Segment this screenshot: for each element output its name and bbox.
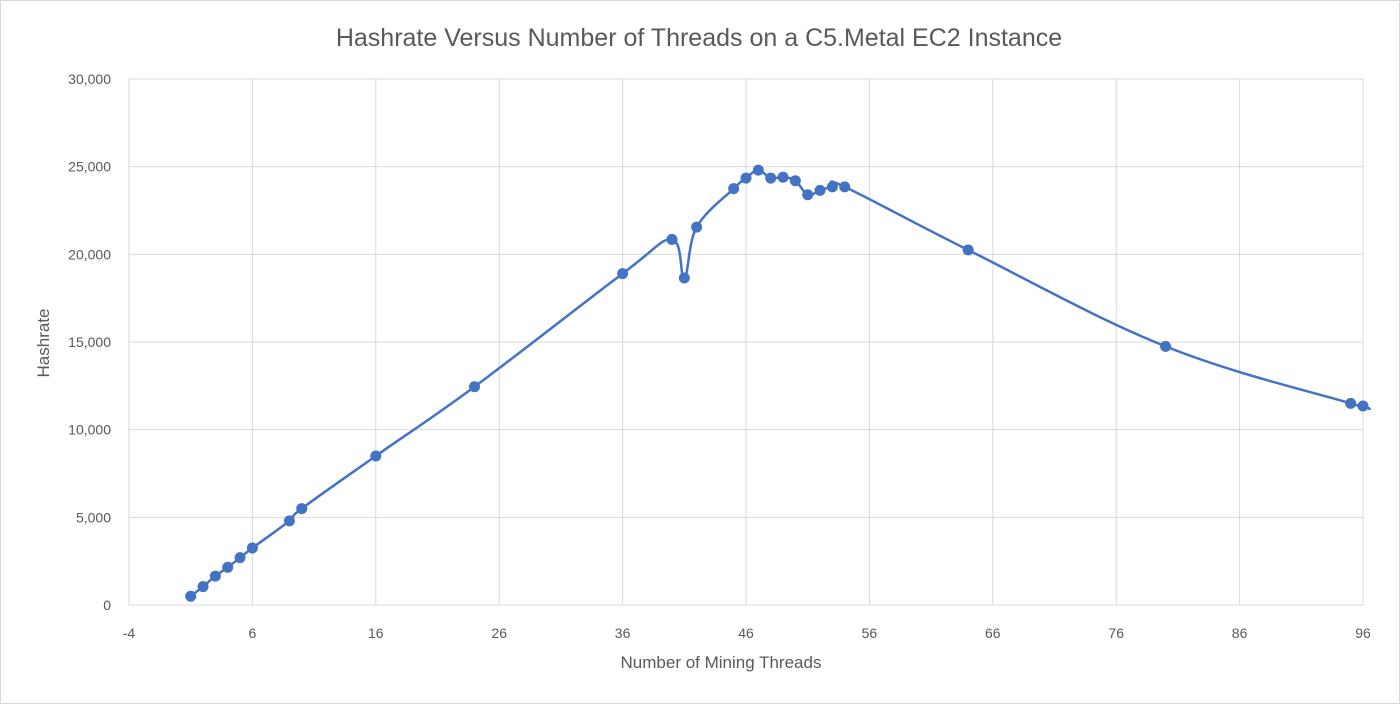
data-point xyxy=(740,172,752,184)
x-tick-label: 36 xyxy=(615,625,631,641)
data-point xyxy=(691,221,703,233)
data-point xyxy=(1345,397,1357,409)
y-axis-label: Hashrate xyxy=(34,309,53,378)
data-point xyxy=(617,268,629,280)
data-point xyxy=(185,590,197,602)
data-point xyxy=(666,233,678,245)
data-point xyxy=(1357,400,1369,412)
x-tick-label: 46 xyxy=(738,625,754,641)
x-axis-label: Number of Mining Threads xyxy=(621,653,822,672)
data-point xyxy=(296,503,308,515)
data-point xyxy=(469,381,481,393)
x-tick-label: 16 xyxy=(368,625,384,641)
data-point xyxy=(222,561,234,573)
x-tick-label: 6 xyxy=(249,625,257,641)
data-point xyxy=(962,244,974,256)
y-axis-ticks: 0 5,000 10,000 15,000 20,000 25,000 30,000 xyxy=(68,71,111,613)
data-point xyxy=(789,175,801,187)
data-point xyxy=(283,515,295,527)
data-point xyxy=(765,172,777,184)
x-tick-label: 76 xyxy=(1108,625,1124,641)
y-tick-label: 30,000 xyxy=(68,71,111,87)
x-tick-label: 86 xyxy=(1232,625,1248,641)
data-point xyxy=(370,450,382,462)
chart-title: Hashrate Versus Number of Threads on a C… xyxy=(336,24,1062,52)
y-tick-label: 25,000 xyxy=(68,159,111,175)
x-axis-ticks: -4 6 16 26 36 46 56 66 76 86 96 xyxy=(123,625,1371,641)
x-tick-label: 56 xyxy=(862,625,878,641)
x-tick-label: 96 xyxy=(1355,625,1371,641)
grid-layer xyxy=(128,78,1364,606)
data-point xyxy=(752,164,764,176)
data-point xyxy=(826,181,838,193)
data-point xyxy=(246,542,258,554)
x-tick-label: 66 xyxy=(985,625,1001,641)
x-tick-label: -4 xyxy=(123,625,136,641)
data-point xyxy=(197,581,209,593)
data-point xyxy=(814,184,826,196)
y-tick-label: 15,000 xyxy=(68,334,111,350)
x-tick-label: 26 xyxy=(491,625,507,641)
data-point xyxy=(839,181,851,193)
data-point xyxy=(234,552,246,564)
data-point xyxy=(777,171,789,183)
y-tick-label: 20,000 xyxy=(68,246,111,262)
data-point xyxy=(728,183,740,195)
series-line-hashrate xyxy=(189,168,1371,598)
y-tick-label: 0 xyxy=(103,597,111,613)
y-tick-label: 5,000 xyxy=(76,509,111,525)
data-point xyxy=(802,189,814,201)
y-tick-label: 10,000 xyxy=(68,422,111,438)
data-point xyxy=(209,570,221,582)
data-points xyxy=(185,164,1369,602)
data-point xyxy=(1160,340,1172,352)
data-point xyxy=(678,272,690,284)
